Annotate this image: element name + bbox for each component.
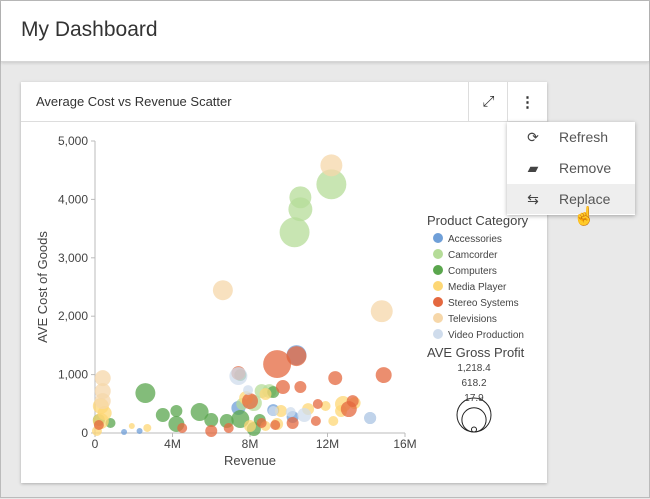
data-point-accessories	[121, 429, 128, 436]
hand-cursor-icon: ☝	[573, 206, 596, 226]
legend-item: Stereo Systems	[448, 298, 519, 309]
x-tick-label: 12M	[316, 437, 339, 451]
data-point-stereo-systems	[177, 422, 188, 433]
data-point-stereo-systems	[223, 422, 234, 433]
menu-item-label: Remove	[559, 160, 612, 176]
size-legend-label: 618.2	[461, 378, 486, 389]
data-point-computers	[155, 408, 170, 423]
legend-swatch	[433, 297, 443, 307]
data-point-video-production	[285, 407, 296, 418]
data-point-video-production	[364, 412, 377, 424]
y-tick-label: 3,000	[58, 251, 88, 265]
data-point-media-player	[143, 423, 152, 432]
data-point-computers	[204, 413, 219, 428]
legend-title: Product Category	[427, 213, 529, 228]
menu-item-refresh[interactable]: ⟳ Refresh	[507, 122, 635, 152]
data-point-media-player	[328, 416, 339, 427]
menu-item-label: Replace	[559, 191, 611, 207]
x-tick-label: 8M	[242, 437, 259, 451]
card-header: Average Cost vs Revenue Scatter ⤢ ⋮	[21, 82, 547, 122]
y-axis-title: AVE Cost of Goods	[35, 231, 50, 343]
data-point-stereo-systems	[375, 367, 392, 384]
data-point-computers	[170, 405, 183, 418]
data-point-stereo-systems	[286, 346, 307, 367]
x-axis-title: Revenue	[224, 453, 276, 468]
data-point-accessories	[136, 428, 143, 435]
y-tick-label: 5,000	[58, 134, 88, 148]
data-point-stereo-systems	[328, 371, 343, 386]
legend-item: Camcorder	[448, 250, 498, 261]
more-options-button[interactable]: ⋮	[507, 82, 547, 121]
expand-button[interactable]: ⤢	[468, 82, 508, 121]
data-point-stereo-systems	[346, 395, 359, 408]
y-tick-label: 4,000	[58, 192, 88, 206]
data-point-televisions	[212, 280, 233, 301]
data-point-media-player	[259, 388, 272, 401]
refresh-icon: ⟳	[527, 128, 539, 145]
size-legend-circle	[471, 426, 477, 433]
y-tick-label: 2,000	[58, 309, 88, 323]
data-point-stereo-systems	[256, 418, 267, 429]
y-tick-label: 0	[81, 426, 88, 440]
legend-item: Televisions	[448, 314, 497, 325]
replace-icon: ⇆	[527, 190, 539, 207]
menu-item-label: Refresh	[559, 129, 609, 145]
legend-swatch	[433, 281, 443, 291]
data-point-stereo-systems	[286, 417, 299, 429]
data-point-camcorder	[288, 197, 313, 222]
page-title: My Dashboard	[21, 18, 158, 41]
data-point-stereo-systems	[312, 399, 323, 410]
size-legend-label: 1,218.4	[457, 363, 491, 374]
legend-swatch	[433, 265, 443, 275]
top-bar: My Dashboard	[1, 1, 649, 62]
legend-swatch	[433, 249, 443, 259]
legend-swatch	[433, 313, 443, 323]
data-point-video-production	[229, 367, 248, 386]
size-legend-title: AVE Gross Profit	[427, 345, 525, 360]
size-legend-circle	[461, 407, 487, 433]
legend-item: Accessories	[448, 234, 502, 245]
data-point-stereo-systems	[205, 425, 218, 437]
legend-item: Video Production	[448, 330, 524, 341]
data-point-media-player	[275, 405, 287, 418]
data-point-media-player	[320, 401, 331, 412]
data-point-televisions	[370, 300, 393, 323]
data-point-media-player	[128, 422, 135, 429]
data-point-video-production	[243, 385, 254, 396]
data-point-camcorder	[279, 217, 310, 248]
data-point-televisions	[94, 393, 111, 410]
data-point-video-production	[297, 408, 312, 423]
x-tick-label: 4M	[164, 437, 181, 451]
menu-item-replace[interactable]: ⇆ Replace	[507, 184, 635, 214]
data-point-televisions	[320, 154, 343, 177]
data-point-televisions	[94, 370, 111, 387]
data-point-computers	[190, 403, 209, 422]
expand-icon: ⤢	[482, 93, 495, 110]
data-point-stereo-systems	[242, 393, 258, 410]
data-point-video-production	[268, 406, 279, 417]
data-point-stereo-systems	[263, 350, 292, 379]
data-point-stereo-systems	[93, 420, 104, 430]
legend-item: Computers	[448, 266, 497, 277]
data-point-camcorder	[316, 169, 347, 200]
kebab-icon: ⋮	[520, 93, 535, 111]
eraser-icon: ▰	[527, 159, 539, 176]
data-point-stereo-systems	[275, 380, 290, 395]
y-tick-label: 1,000	[58, 368, 88, 382]
x-tick-label: 16M	[393, 437, 416, 451]
size-legend-label: 17.9	[464, 393, 484, 404]
data-point-stereo-systems	[310, 416, 321, 427]
menu-item-remove[interactable]: ▰ Remove	[507, 153, 635, 183]
data-point-stereo-systems	[294, 381, 307, 394]
card-title: Average Cost vs Revenue Scatter	[36, 94, 232, 109]
data-point-media-player	[244, 420, 256, 432]
data-point-computers	[135, 383, 156, 404]
card-menu: ⟳ Refresh ▰ Remove ⇆ Replace	[507, 122, 635, 215]
legend-swatch	[433, 233, 443, 243]
legend-swatch	[433, 329, 443, 339]
x-tick-label: 0	[92, 437, 99, 451]
legend-item: Media Player	[448, 282, 507, 293]
data-point-stereo-systems	[270, 420, 281, 430]
